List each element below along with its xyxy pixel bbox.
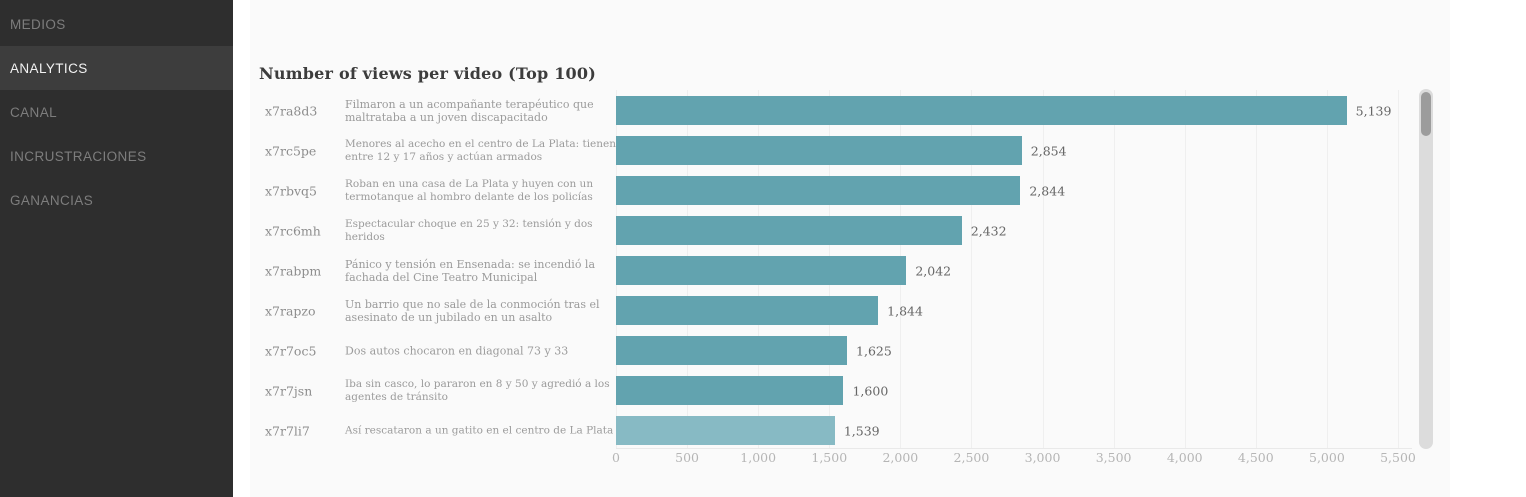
bar-x7rabpm[interactable]	[616, 256, 907, 285]
bar-value-label: 2,042	[915, 263, 952, 279]
x-axis-tick-label: 4,500	[1237, 450, 1274, 465]
gridline	[1398, 90, 1399, 448]
video-title: Un barrio que no sale de la conmoción tr…	[345, 298, 600, 324]
sidebar-item-analytics[interactable]: ANALYTICS	[0, 46, 233, 90]
x-axis-tick-label: 3,000	[1024, 450, 1061, 465]
bar-value-label: 2,854	[1030, 143, 1067, 159]
bar-value-label: 1,844	[887, 303, 923, 319]
gridline	[1255, 90, 1257, 448]
gridline	[971, 90, 973, 448]
x-axis-tick-label: 1,500	[811, 450, 848, 465]
bar-value-label: 2,432	[970, 223, 1007, 239]
scrollbar-track[interactable]	[1419, 89, 1433, 449]
video-title: Roban en una casa de La Plata y huyen co…	[345, 178, 594, 203]
chart-row: x7r7li7 Así rescataron a un gatito en el …	[250, 411, 1450, 451]
video-title: Dos autos chocaron en diagonal 73 y 33	[345, 344, 569, 358]
x-axis-tick-label: 4,000	[1166, 450, 1203, 465]
video-id: x7r7li7	[265, 423, 310, 439]
x-axis-tick-label: 500	[675, 450, 700, 465]
video-id: x7r7oc5	[265, 343, 317, 359]
video-title: Iba sin casco, lo pararon en 8 y 50 y ag…	[345, 378, 610, 403]
sidebar: MEDIOS ANALYTICS CANAL INCRUSTRACIONES GANAN…	[0, 0, 233, 497]
chart-row: x7r7oc5 Dos autos chocaron en diagonal 73…	[250, 331, 1450, 371]
sidebar-nav: MEDIOS ANALYTICS CANAL INCRUSTRACIONES GANAN…	[0, 0, 233, 222]
scrollbar-thumb[interactable]	[1421, 92, 1431, 136]
chart-row: x7ra8d3 Filmaron a un acompañante terapéu…	[250, 91, 1450, 131]
bar-x7r7oc5[interactable]	[616, 336, 848, 365]
x-axis-tick-label: 0	[612, 450, 620, 465]
video-id: x7r7jsn	[265, 383, 313, 399]
bar-value-label: 2,844	[1029, 183, 1066, 199]
video-title: Filmaron a un acompañante terapéutico qu…	[345, 98, 594, 124]
gridline	[1326, 90, 1328, 448]
chart-row: x7rc5pe Menores al acecho en el centro de…	[250, 131, 1450, 171]
video-id: x7rbvq5	[265, 183, 317, 199]
chart-row: x7rabpm Pánico y tensión en Ensenada: se …	[250, 251, 1450, 291]
video-id: x7rc5pe	[265, 143, 317, 159]
bar-x7rbvq5[interactable]	[616, 176, 1021, 205]
bar-value-label: 1,625	[856, 343, 892, 359]
video-title: Menores al acecho en el centro de La Pla…	[345, 138, 617, 163]
chart-title: Number of views per video (Top 100)	[259, 64, 596, 83]
sidebar-item-ganancias[interactable]: GANANCIAS	[10, 192, 94, 208]
video-title: Espectacular choque en 25 y 32: tensión …	[345, 218, 593, 243]
x-axis-tick-label: 3,500	[1095, 450, 1132, 465]
chart-row: x7rc6mh Espectacular choque en 25 y 32: t…	[250, 211, 1450, 251]
video-id: x7rapzo	[265, 303, 316, 319]
analytics-panel: Number of views per video (Top 100) 0 500…	[250, 0, 1450, 497]
chart-row: x7rbvq5 Roban en una casa de La Plata y h…	[250, 171, 1450, 211]
video-title: Así rescataron a un gatito en el centro …	[345, 424, 614, 437]
bar-value-label: 1,539	[843, 423, 880, 439]
x-axis-tick-label: 5,500	[1380, 450, 1416, 465]
sidebar-item-canal[interactable]: CANAL	[10, 104, 58, 120]
sidebar-item-incrustraciones[interactable]: INCRUSTRACIONES	[10, 148, 147, 164]
x-axis-tick-label: 2,000	[882, 450, 919, 465]
bar-x7rapzo[interactable]	[616, 296, 879, 325]
gridline	[1113, 90, 1115, 448]
bar-x7ra8d3[interactable]	[616, 96, 1347, 125]
video-id: x7rc6mh	[265, 223, 321, 239]
bar-x7rc6mh[interactable]	[616, 216, 962, 245]
video-id: x7ra8d3	[265, 103, 318, 119]
x-axis-tick-label: 2,500	[953, 450, 990, 465]
x-axis-tick-label: 1,000	[740, 450, 777, 465]
video-title: Pánico y tensión en Ensenada: se incendi…	[345, 258, 596, 284]
gridline	[1042, 90, 1044, 448]
bar-x7rc5pe[interactable]	[616, 136, 1022, 165]
x-axis-line	[616, 448, 1412, 449]
video-id: x7rabpm	[265, 263, 322, 279]
x-axis-tick-label: 5,000	[1309, 450, 1345, 465]
sidebar-item-medios[interactable]: MEDIOS	[10, 16, 66, 32]
bar-value-label: 5,139	[1355, 103, 1392, 119]
bar-value-label: 1,600	[852, 383, 889, 399]
chart-row: x7rapzo Un barrio que no sale de la conmo…	[250, 291, 1450, 331]
chart-row: x7r7jsn Iba sin casco, lo pararon en 8 y …	[250, 371, 1450, 411]
bar-x7r7jsn[interactable]	[616, 376, 844, 405]
bar-x7r7li7[interactable]	[616, 416, 835, 445]
gridline	[1184, 90, 1186, 448]
